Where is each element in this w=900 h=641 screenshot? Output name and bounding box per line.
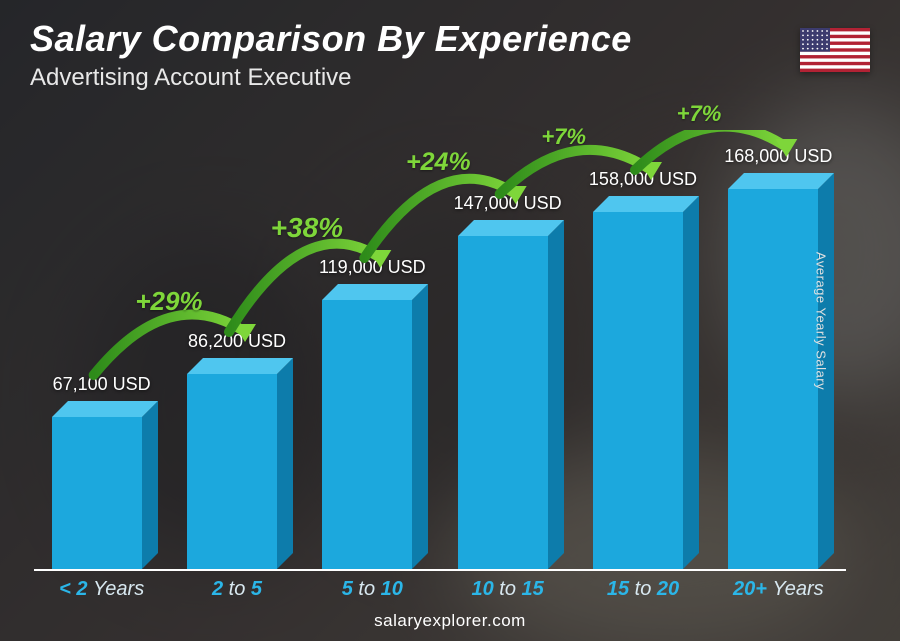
- x-axis-label: 20+ Years: [711, 578, 846, 601]
- bar-top: [52, 401, 158, 417]
- bar: 147,000 USD: [458, 236, 558, 569]
- country-flag: [800, 28, 870, 72]
- page-title: Salary Comparison By Experience: [30, 18, 632, 60]
- bar-value-label: 119,000 USD: [302, 257, 442, 278]
- bar-slot: 158,000 USD: [575, 130, 710, 569]
- bar-top: [187, 358, 293, 374]
- bar-side: [683, 196, 699, 569]
- x-axis-label: < 2 Years: [34, 578, 169, 601]
- chart-stage: Salary Comparison By Experience Advertis…: [0, 0, 900, 641]
- bar: 86,200 USD: [187, 374, 287, 569]
- bar-group: 67,100 USD 86,200 USD 119,000 USD 147,000 U…: [34, 130, 846, 569]
- x-axis-label: 2 to 5: [169, 578, 304, 601]
- bar-front: [728, 189, 818, 569]
- page-subtitle: Advertising Account Executive: [30, 64, 632, 92]
- x-axis-labels: < 2 Years2 to 55 to 1010 to 1515 to 2020…: [34, 578, 846, 601]
- x-axis-baseline: [34, 569, 846, 571]
- bar: 158,000 USD: [593, 212, 693, 569]
- bar-slot: 67,100 USD: [34, 130, 169, 569]
- bar-top: [728, 173, 834, 189]
- bar-slot: 86,200 USD: [169, 130, 304, 569]
- bar-front: [52, 417, 142, 569]
- bar-side: [412, 284, 428, 569]
- bar-front: [187, 374, 277, 569]
- bar-value-label: 86,200 USD: [167, 331, 307, 352]
- bar-value-label: 168,000 USD: [708, 146, 848, 167]
- increase-pct-label: +7%: [541, 124, 586, 150]
- increase-pct-label: +29%: [135, 286, 202, 317]
- bar-slot: 147,000 USD: [440, 130, 575, 569]
- chart-area: 67,100 USD 86,200 USD 119,000 USD 147,000 U…: [34, 130, 846, 569]
- bar-front: [322, 300, 412, 569]
- bar-side: [548, 220, 564, 569]
- x-axis-label: 5 to 10: [305, 578, 440, 601]
- bar-front: [593, 212, 683, 569]
- bar-slot: 119,000 USD: [305, 130, 440, 569]
- increase-pct-label: +24%: [406, 148, 471, 177]
- increase-pct-label: +7%: [677, 101, 722, 127]
- bar-value-label: 67,100 USD: [32, 374, 172, 395]
- title-block: Salary Comparison By Experience Advertis…: [30, 18, 632, 92]
- bar-side: [142, 401, 158, 569]
- bar-value-label: 147,000 USD: [438, 193, 578, 214]
- increase-pct-label: +38%: [271, 212, 343, 244]
- x-axis-label: 10 to 15: [440, 578, 575, 601]
- us-flag-icon: [800, 28, 870, 72]
- bar-top: [322, 284, 428, 300]
- y-axis-label: Average Yearly Salary: [813, 251, 828, 389]
- bar-value-label: 158,000 USD: [573, 169, 713, 190]
- bar-side: [277, 358, 293, 569]
- x-axis-label: 15 to 20: [575, 578, 710, 601]
- bar: 67,100 USD: [52, 417, 152, 569]
- bar: 119,000 USD: [322, 300, 422, 569]
- bar-top: [458, 220, 564, 236]
- bar-top: [593, 196, 699, 212]
- bar-front: [458, 236, 548, 569]
- footer-attribution: salaryexplorer.com: [0, 611, 900, 631]
